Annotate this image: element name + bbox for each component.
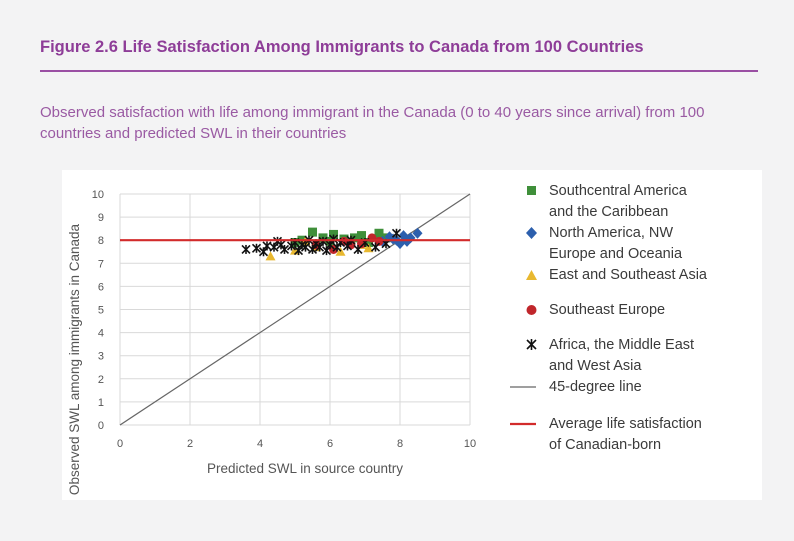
data-point-x: [258, 247, 269, 257]
legend-item: North America, NW Europe and Oceania: [524, 223, 754, 265]
legend-symbol-diamond: [526, 227, 537, 239]
legend-label: Africa, the Middle East: [549, 337, 695, 353]
legend-item: Southcentral America and the Caribbean: [524, 181, 754, 223]
title-divider: [40, 70, 758, 72]
y-tick-label: 5: [98, 305, 104, 317]
legend-label: Southeast Europe: [549, 302, 666, 318]
data-point-diamond: [402, 235, 412, 247]
data-point-square: [357, 231, 366, 241]
legend-item: 45-degree line: [510, 377, 754, 398]
legend-label: East and Southeast Asia: [549, 267, 707, 283]
data-point-x: [353, 244, 363, 255]
data-point-x: [251, 243, 262, 253]
legend-symbol-circle: [526, 305, 537, 315]
legend-label: 45-degree line: [549, 379, 642, 395]
legend-label: Average life satisfaction: [549, 416, 702, 432]
figure-title: Figure 2.6 Life Satisfaction Among Immig…: [40, 38, 644, 56]
figure-subtitle: Observed satisfaction with life among im…: [40, 104, 705, 142]
y-tick-label: 6: [98, 281, 104, 293]
legend-item: East and Southeast Asia: [524, 265, 754, 286]
data-point-x: [241, 244, 251, 255]
x-axis-label: Predicted SWL in source country: [207, 461, 403, 476]
data-point-square: [329, 229, 338, 239]
x-tick-label: 4: [257, 438, 263, 450]
legend-item: Southeast Europe: [524, 300, 754, 321]
legend-label: and the Caribbean: [549, 204, 669, 220]
y-tick-label: 7: [98, 258, 104, 270]
data-point-diamond: [388, 233, 398, 245]
y-tick-label: 8: [98, 235, 104, 247]
y-tick-label: 4: [98, 328, 104, 340]
chart-legend: Southcentral America and the Caribbean Nor…: [510, 181, 754, 456]
data-point-x: [272, 236, 283, 246]
legend-item: Average life satisfaction of Canadian-bor…: [510, 414, 754, 456]
x-tick-label: 10: [464, 438, 476, 450]
data-point-x: [370, 242, 381, 252]
x-tick-label: 2: [187, 438, 193, 450]
legend-symbol-line: [510, 386, 536, 388]
data-point-x: [279, 244, 290, 255]
data-point-square: [364, 238, 373, 248]
data-point-square: [350, 233, 359, 243]
x-tick-label: 8: [397, 438, 403, 450]
forty-five-degree-line: [119, 193, 471, 426]
data-point-diamond: [412, 227, 423, 239]
y-tick-label: 10: [92, 189, 104, 201]
x-tick-label: 6: [327, 438, 333, 450]
legend-item: Africa, the Middle East and West Asia: [524, 335, 754, 377]
data-point-x: [391, 228, 402, 238]
legend-symbol-hline: [510, 422, 536, 426]
y-tick-label: 0: [98, 420, 104, 432]
data-point-triangle: [265, 251, 276, 261]
chart-panel: [62, 170, 762, 500]
legend-label: North America, NW: [549, 225, 674, 241]
legend-symbol-x: [526, 339, 537, 350]
data-point-x: [328, 234, 339, 244]
y-tick-label: 9: [98, 212, 104, 224]
y-tick-label: 3: [98, 351, 104, 363]
legend-label: Southcentral America: [549, 183, 687, 199]
data-point-x: [318, 236, 328, 246]
legend-label: of Canadian-born: [549, 437, 662, 453]
y-axis-label: Observed SWL among immigrants in Canada: [67, 223, 82, 495]
x-tick-label: 0: [117, 438, 123, 450]
data-point-triangle: [363, 243, 374, 253]
data-point-square: [308, 227, 317, 237]
y-tick-label: 2: [98, 374, 104, 386]
legend-symbol-square: [527, 186, 536, 195]
data-point-square: [374, 228, 384, 238]
legend-symbol-triangle: [526, 270, 537, 280]
legend-label: Europe and Oceania: [549, 246, 683, 262]
legend-label: and West Asia: [549, 358, 642, 374]
y-tick-label: 1: [98, 397, 104, 409]
